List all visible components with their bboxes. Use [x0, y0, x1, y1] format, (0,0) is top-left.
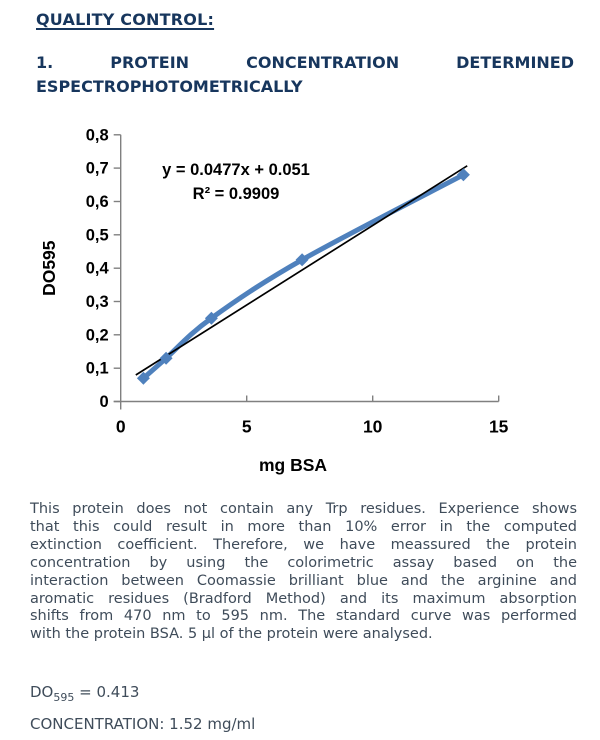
series-markers [136, 168, 470, 385]
series-curve [140, 172, 466, 381]
paragraph-line: shifts from 470 nm to 595 nm. The standa… [30, 608, 577, 625]
data-point-marker [204, 311, 218, 325]
paragraph-line: interaction between Coomassie brilliant … [30, 572, 577, 589]
svg-text:0: 0 [116, 417, 126, 437]
results-block: DO595 = 0.413 CONCENTRATION: 1.52 mg/ml [30, 679, 255, 737]
svg-text:0: 0 [100, 393, 109, 411]
paragraph-line: concentration by using the colorimetric … [30, 554, 577, 571]
paragraph-line: that this could result in more than 10% … [30, 518, 577, 535]
svg-text:0,7: 0,7 [86, 160, 109, 178]
svg-text:0,6: 0,6 [86, 193, 109, 211]
do595-label: DO [30, 683, 54, 701]
do595-value: = 0.413 [74, 683, 140, 701]
svg-text:0,1: 0,1 [86, 360, 109, 378]
do595-subscript: 595 [53, 691, 75, 704]
body-paragraph: This protein does not contain any Trp re… [30, 501, 577, 644]
svg-text:y = 0.0477x + 0.051: y = 0.0477x + 0.051 [162, 161, 310, 179]
svg-text:0,5: 0,5 [86, 226, 109, 244]
section-heading-line2: ESPECTROPHOTOMETRICALLY [36, 77, 303, 96]
paragraph-line: extinction coefficient. Therefore, we ha… [30, 536, 577, 553]
do595-result: DO595 = 0.413 [30, 679, 255, 711]
svg-text:15: 15 [489, 417, 509, 437]
standard-curve-chart: 0 0,1 0,2 0,3 0,4 0,5 0,6 0,7 0,8 0 5 10 15 DO595 mg B… [0, 110, 600, 480]
standard-curve-svg: 0 0,1 0,2 0,3 0,4 0,5 0,6 0,7 0,8 0 5 10 15 DO595 mg B… [39, 126, 509, 475]
page-title: QUALITY CONTROL: [36, 10, 215, 29]
trendline [135, 165, 468, 376]
paragraph-line: with the protein BSA. 5 µl of the protei… [30, 626, 433, 643]
svg-text:0,8: 0,8 [86, 126, 109, 144]
data-point-marker [159, 351, 173, 365]
svg-text:10: 10 [363, 417, 383, 437]
data-point-marker [136, 371, 150, 385]
svg-text:5: 5 [242, 417, 252, 437]
concentration-result: CONCENTRATION: 1.52 mg/ml [30, 715, 256, 733]
svg-text:R² = 0.9909: R² = 0.9909 [193, 185, 280, 203]
section-heading-line1: 1. PROTEIN CONCENTRATION DETERMINED [36, 53, 574, 72]
y-axis-tick-labels: 0 0,1 0,2 0,3 0,4 0,5 0,6 0,7 0,8 [86, 126, 110, 411]
chart-axes [113, 134, 500, 410]
svg-text:0,4: 0,4 [86, 260, 110, 278]
x-axis-title: mg BSA [259, 455, 327, 475]
data-point-marker [456, 168, 470, 182]
svg-text:0,3: 0,3 [86, 293, 109, 311]
paragraph-line: This protein does not contain any Trp re… [30, 501, 577, 517]
y-axis-title: DO595 [39, 240, 59, 296]
x-axis-tick-labels: 0 5 10 15 [116, 417, 509, 437]
section-heading: 1. PROTEIN CONCENTRATION DETERMINED ESPE… [36, 51, 574, 99]
svg-text:0,2: 0,2 [86, 326, 109, 344]
trendline-equation: y = 0.0477x + 0.051 R² = 0.9909 [162, 161, 310, 203]
paragraph-line: aromatic residues (Bradford Method) and … [30, 590, 577, 607]
